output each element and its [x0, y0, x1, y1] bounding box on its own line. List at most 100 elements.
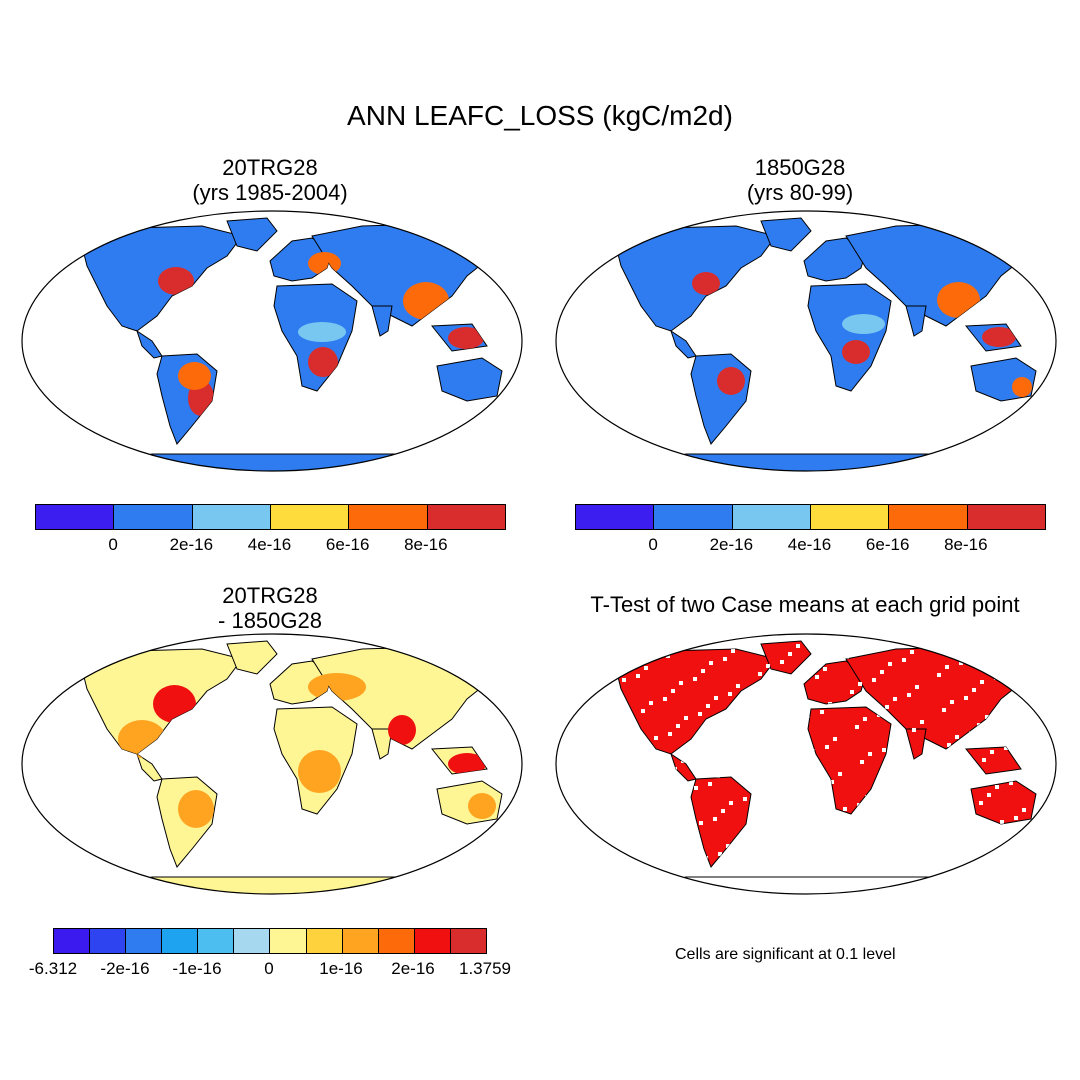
nonsignificant-cell: [731, 649, 735, 653]
colorbar-swatch: [162, 929, 199, 953]
nonsignificant-cell: [612, 838, 616, 842]
nonsignificant-cell: [607, 803, 611, 807]
nonsignificant-cell: [758, 672, 762, 676]
nonsignificant-cell: [908, 802, 912, 806]
nonsignificant-cell: [1005, 855, 1009, 859]
nonsignificant-cell: [970, 840, 974, 844]
nonsignificant-cell: [1009, 781, 1013, 785]
colorbar-tick-label: 1.3759: [459, 959, 511, 978]
nonsignificant-cell: [696, 864, 700, 867]
nonsignificant-cell: [791, 839, 795, 843]
nonsignificant-cell: [984, 836, 988, 840]
field-region-warm: [937, 282, 980, 318]
nonsignificant-cell: [905, 845, 909, 849]
nonsignificant-cell: [1002, 668, 1006, 672]
nonsignificant-cell: [569, 831, 573, 835]
nonsignificant-cell: [587, 663, 591, 667]
nonsignificant-cell: [746, 754, 750, 758]
colorbar-swatch: [270, 505, 350, 529]
continent-india: [371, 305, 393, 337]
colorbar-swatch: [36, 505, 115, 529]
nonsignificant-cell: [959, 661, 963, 665]
continent-australia: [970, 780, 1037, 825]
significance-note: Cells are significant at 0.1 level: [675, 946, 896, 963]
nonsignificant-cell: [703, 747, 707, 751]
nonsignificant-cell: [699, 821, 703, 825]
nonsignificant-cell: [571, 679, 575, 683]
nonsignificant-cell: [689, 751, 693, 755]
nonsignificant-cell: [820, 710, 824, 714]
colorbar-tick-label: -2e-16: [100, 959, 150, 978]
colorbar-bottom-left: [53, 928, 487, 954]
nonsignificant-cell: [693, 677, 697, 681]
nonsignificant-cell: [835, 815, 839, 819]
nonsignificant-cell: [678, 802, 682, 806]
colorbar-tick-label: 4e-16: [247, 535, 292, 554]
nonsignificant-cell: [853, 647, 857, 651]
nonsignificant-cell: [654, 736, 658, 740]
map-bottom-right: [555, 633, 1057, 895]
nonsignificant-cell: [990, 750, 994, 754]
colorbar-swatch: [234, 929, 271, 953]
nonsignificant-cell: [982, 758, 986, 762]
colorbar-tick-label: -1e-16: [172, 959, 222, 978]
nonsignificant-cell: [979, 801, 983, 805]
nonsignificant-cell: [714, 696, 718, 700]
nonsignificant-cell: [602, 768, 606, 772]
field-region-hot: [982, 327, 1016, 347]
nonsignificant-cell: [786, 804, 790, 808]
nonsignificant-cell: [586, 784, 590, 788]
nonsignificant-cell: [661, 849, 665, 853]
colorbar-tick-label: 4e-16: [787, 535, 832, 554]
nonsignificant-cell: [920, 720, 924, 724]
colorbar-tick-label: 6e-16: [865, 535, 910, 554]
nonsignificant-cell: [974, 766, 978, 770]
nonsignificant-cell: [616, 764, 620, 768]
nonsignificant-cell: [818, 862, 822, 866]
nonsignificant-cell: [895, 775, 899, 779]
top-left-panel-title: 20TRG28 (yrs 1985-2004): [130, 155, 410, 205]
map-outline: [555, 633, 1057, 895]
field-region-hot: [692, 272, 720, 295]
nonsignificant-cell: [572, 788, 576, 792]
field-region-hot: [717, 367, 745, 395]
nonsignificant-cell: [576, 714, 580, 718]
nonsignificant-cell: [995, 785, 999, 789]
nonsignificant-cell: [965, 805, 969, 809]
colorbar-tick-label: 8e-16: [944, 535, 988, 554]
nonsignificant-cell: [952, 778, 956, 782]
nonsignificant-cell: [790, 730, 794, 734]
colorbar-tick-label: 2e-16: [169, 535, 214, 554]
nonsignificant-cell: [676, 724, 680, 728]
nonsignificant-cell: [1014, 816, 1018, 820]
bottom-left-panel-title: 20TRG28 - 1850G28: [130, 583, 410, 633]
nonsignificant-cell: [1022, 808, 1026, 812]
nonsignificant-cell: [763, 707, 767, 711]
colorbar-top-left: [35, 504, 506, 530]
nonsignificant-cell: [684, 716, 688, 720]
nonsignificant-cell: [945, 665, 949, 669]
colorbar-swatch: [427, 505, 505, 529]
nonsignificant-cell: [738, 762, 742, 766]
nonsignificant-cell: [932, 868, 936, 872]
nonsignificant-cell: [778, 812, 782, 816]
nonsignificant-cell: [581, 749, 585, 753]
nonsignificant-cell: [801, 679, 805, 683]
nonsignificant-cell: [713, 817, 717, 821]
nonsignificant-cell: [709, 661, 713, 665]
map-outline: [555, 210, 1057, 472]
map-outline: [21, 210, 523, 472]
nonsignificant-cell: [942, 708, 946, 712]
field-region-warm: [178, 362, 211, 390]
nonsignificant-cell: [656, 814, 660, 818]
nonsignificant-cell: [1004, 746, 1008, 750]
nonsignificant-cell: [882, 748, 886, 752]
nonsignificant-cell: [880, 670, 884, 674]
nonsignificant-cell: [1037, 683, 1041, 687]
nonsignificant-cell: [850, 690, 854, 694]
nonsignificant-cell: [721, 809, 725, 813]
colorbar-swatch: [967, 505, 1045, 529]
colorbar-tick-label: 8e-16: [404, 535, 448, 554]
nonsignificant-cell: [997, 863, 1001, 867]
nonsignificant-cell: [634, 826, 638, 830]
